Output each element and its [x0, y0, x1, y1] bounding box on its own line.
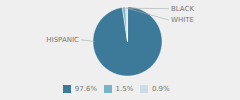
svg-text:BLACK: BLACK [171, 5, 194, 13]
html-text:1.5%: 1.5% [115, 85, 134, 93]
html-text:97.6%: 97.6% [74, 85, 98, 93]
svg-text:WHITE: WHITE [171, 16, 194, 24]
html-text:0.9%: 0.9% [151, 85, 170, 93]
svg-text:HISPANIC: HISPANIC [46, 36, 79, 44]
